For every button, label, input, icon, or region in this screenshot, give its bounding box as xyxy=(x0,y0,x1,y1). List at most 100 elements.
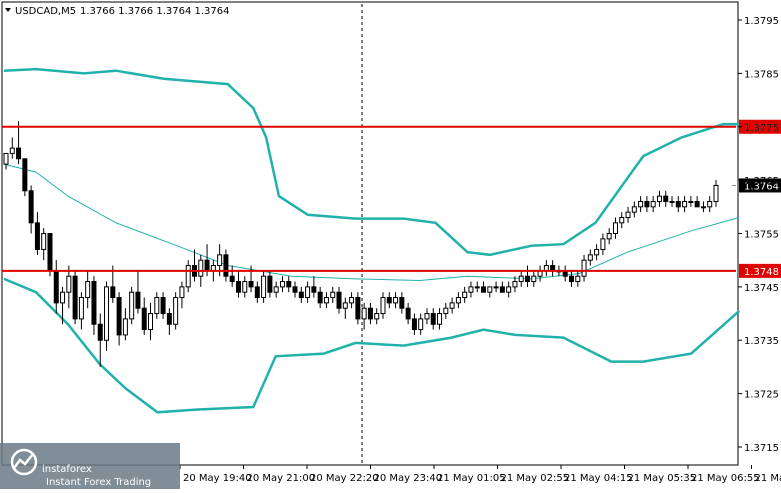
candle xyxy=(130,287,134,324)
candle-body-up xyxy=(714,185,718,201)
candle-body-up xyxy=(243,282,247,293)
candle-body-up xyxy=(350,298,354,303)
candle-body-up xyxy=(626,212,630,217)
candle-body-down xyxy=(482,287,486,292)
candle xyxy=(23,159,27,196)
time-tick-label: 20 May 22:20 xyxy=(310,473,379,484)
candle-body-up xyxy=(67,276,71,292)
time-tick-label: 20 May 21:00 xyxy=(247,473,316,484)
candle-body-up xyxy=(280,282,284,287)
candle-body-down xyxy=(17,148,21,159)
support-level-line-price: 1.3748 xyxy=(744,267,779,278)
time-tick-label: 21 May 08:15 xyxy=(755,473,781,484)
candle-body-down xyxy=(111,287,115,298)
price-tick-label: 1.3775 xyxy=(744,123,779,134)
candle-body-up xyxy=(651,201,655,206)
candle-body-down xyxy=(23,159,27,191)
candle-body-down xyxy=(255,287,259,298)
candle-body-up xyxy=(218,255,222,266)
time-tick-label: 21 May 05:35 xyxy=(628,473,697,484)
candle-body-up xyxy=(607,234,611,239)
chart-header: USDCAD,M5 1.3766 1.3766 1.3764 1.3764 xyxy=(5,6,230,17)
candle-body-down xyxy=(35,223,39,250)
candle-body-up xyxy=(105,287,109,340)
candle-body-up xyxy=(149,314,153,330)
time-tick-label: 20 May 23:40 xyxy=(374,473,443,484)
candle-body-down xyxy=(205,260,209,271)
candle-body-up xyxy=(130,292,134,319)
candle-body-up xyxy=(375,314,379,319)
candle-body-down xyxy=(412,319,416,330)
candle-body-down xyxy=(318,292,322,303)
candle-body-up xyxy=(262,276,266,297)
candle-body-up xyxy=(61,292,65,303)
candle-body-down xyxy=(645,201,649,206)
candle-body-up xyxy=(394,298,398,303)
time-tick-label: 20 May 19:40 xyxy=(183,473,252,484)
candle-body-up xyxy=(463,292,467,297)
watermark-tagline: Instant Forex Trading xyxy=(46,477,151,488)
candle-body-down xyxy=(236,282,240,293)
candle-body-up xyxy=(306,287,310,298)
price-tick-label: 1.3785 xyxy=(744,69,779,80)
candle-body-down xyxy=(387,298,391,303)
candle-body-down xyxy=(268,276,272,292)
candle-body-up xyxy=(532,276,536,281)
candle-body-up xyxy=(199,260,203,276)
candle-body-down xyxy=(337,292,341,308)
candle-body-up xyxy=(79,298,83,319)
candle-body-up xyxy=(519,276,523,281)
candle-body-down xyxy=(312,287,316,292)
candle-body-up xyxy=(708,201,712,206)
candle-body-up xyxy=(582,260,586,276)
candle-body-up xyxy=(689,201,693,202)
time-tick-label: 21 May 04:15 xyxy=(564,473,633,484)
price-tick-label: 1.3735 xyxy=(744,336,779,347)
candle-body-up xyxy=(588,255,592,260)
candle-body-up xyxy=(450,303,454,308)
price-tick-label: 1.3725 xyxy=(744,390,779,401)
candle xyxy=(73,271,77,324)
ohlc-readout: 1.3766 1.3766 1.3764 1.3764 xyxy=(80,6,230,17)
candle-body-up xyxy=(438,314,442,325)
candle-body-down xyxy=(293,287,297,292)
candle-body-up xyxy=(683,201,687,206)
candle-body-up xyxy=(576,276,580,281)
candle-body-up xyxy=(324,298,328,303)
candle-body-up xyxy=(595,250,599,255)
candle-body-up xyxy=(469,287,473,292)
candle-body-down xyxy=(400,298,404,309)
candle-body-down xyxy=(230,276,234,281)
candle-body-down xyxy=(431,314,435,325)
candle xyxy=(105,282,109,351)
candle-body-up xyxy=(155,298,159,314)
symbol-label: USDCAD,M5 xyxy=(15,6,76,17)
candle-body-up xyxy=(601,239,605,250)
price-tick-label: 1.3755 xyxy=(744,230,779,241)
candle-body-down xyxy=(500,287,504,292)
candle-body-down xyxy=(695,201,699,206)
candle-body-up xyxy=(475,287,479,288)
candle-body-down xyxy=(92,282,96,325)
candle-body-up xyxy=(444,308,448,313)
candle-body-down xyxy=(54,271,58,303)
candle-body-down xyxy=(136,292,140,308)
candle-body-down xyxy=(569,276,573,281)
candle-body-up xyxy=(632,207,636,212)
candle-body-down xyxy=(287,282,291,287)
candle-body-up xyxy=(174,298,178,325)
candle-body-down xyxy=(249,282,253,287)
candle-body-up xyxy=(494,287,498,288)
candle-body-up xyxy=(419,319,423,330)
price-tick-label: 1.3795 xyxy=(744,16,779,27)
candle-body-down xyxy=(224,255,228,276)
time-tick-label: 21 May 06:55 xyxy=(691,473,760,484)
candle-body-up xyxy=(639,201,643,206)
price-tick-label: 1.3745 xyxy=(744,283,779,294)
candle-body-up xyxy=(343,303,347,308)
candle-body-down xyxy=(48,234,52,271)
candle-body-up xyxy=(488,287,492,292)
